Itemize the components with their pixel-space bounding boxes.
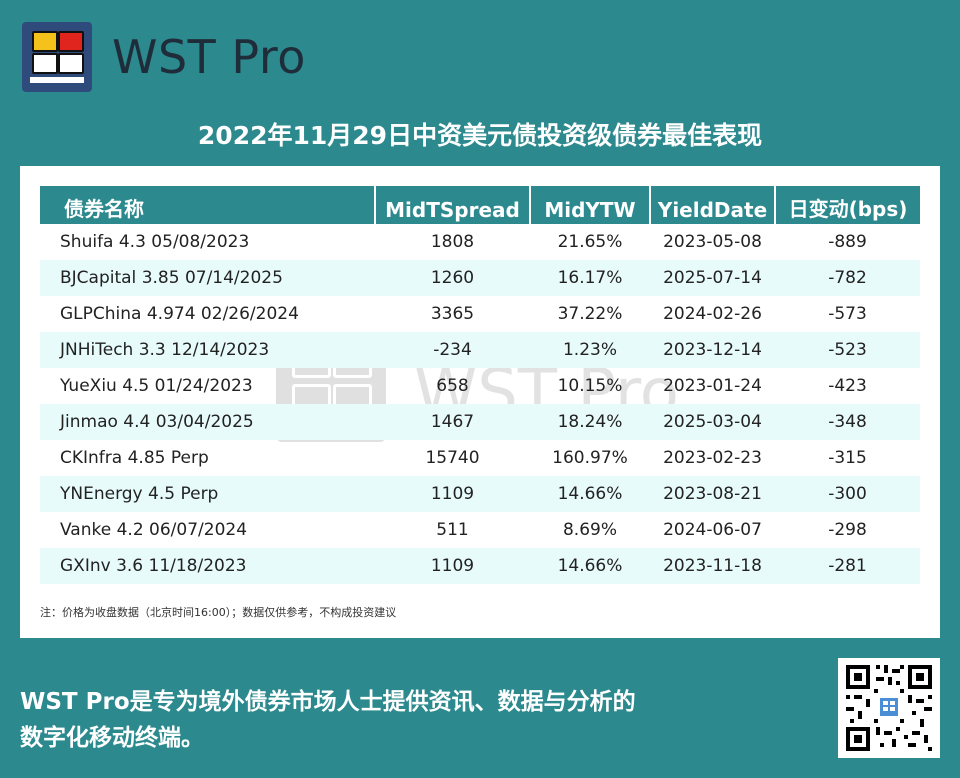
yield-date-cell: 2023-01-24 [663, 376, 762, 396]
mid-ytw-cell: 10.15% [557, 376, 623, 396]
column-header-bond-name: 债券名称 [40, 186, 375, 224]
mid-ytw-cell: 8.69% [562, 520, 617, 540]
mid-ytw-cell: 16.17% [530, 260, 650, 296]
table-row: BJCapital 3.85 07/14/2025 1260 16.17% 20… [40, 260, 920, 296]
daily-change-cell: -298 [828, 520, 867, 540]
mid-ytw-cell: 160.97% [552, 448, 628, 468]
logo-white-square [32, 53, 58, 74]
logo-base-bar [30, 77, 84, 83]
bond-name-cell: YNEnergy 4.5 Perp [40, 476, 375, 512]
bond-name-cell: GXInv 3.6 11/18/2023 [40, 548, 375, 584]
mid-ytw-cell: 21.65% [557, 232, 623, 252]
yield-date-cell: 2023-08-21 [650, 476, 775, 512]
bond-name-cell: GLPChina 4.974 02/26/2024 [60, 304, 299, 324]
mid-t-spread-cell: 1808 [430, 232, 475, 252]
mid-t-spread-cell: 1467 [375, 404, 530, 440]
table-header-row: 债券名称 MidTSpread MidYTW YieldDate 日变动(bps… [40, 186, 920, 224]
yield-date-cell: 2025-03-04 [650, 404, 775, 440]
mid-t-spread-cell: 511 [436, 520, 469, 540]
brand-name: WST Pro [112, 30, 306, 84]
bond-name-cell: JNHiTech 3.3 12/14/2023 [40, 332, 375, 368]
wst-logo-icon [22, 22, 92, 92]
mid-ytw-cell: 14.66% [530, 476, 650, 512]
qr-code-icon [838, 658, 940, 758]
tagline-line-2: 数字化移动终端。 [20, 725, 204, 751]
logo-red-square [58, 31, 84, 52]
bond-performance-table: 债券名称 MidTSpread MidYTW YieldDate 日变动(bps… [40, 186, 920, 584]
yield-date-cell: 2024-02-26 [663, 304, 762, 324]
daily-change-cell: -300 [775, 476, 920, 512]
tagline: WST Pro是专为境外债券市场人士提供资讯、数据与分析的 数字化移动终端。 [20, 684, 800, 756]
column-header-daily-change: 日变动(bps) [774, 186, 920, 224]
yield-date-cell: 2023-11-18 [650, 548, 775, 584]
daily-change-cell: -573 [828, 304, 867, 324]
yield-date-cell: 2025-07-14 [650, 260, 775, 296]
logo-yellow-square [32, 31, 58, 52]
table-row: GLPChina 4.974 02/26/2024 3365 37.22% 20… [40, 296, 920, 332]
qr-code-graphic [838, 658, 940, 758]
mid-ytw-cell: 1.23% [530, 332, 650, 368]
column-header-yield-date: YieldDate [649, 186, 775, 224]
bond-name-cell: Jinmao 4.4 03/04/2025 [40, 404, 375, 440]
mid-ytw-cell: 18.24% [530, 404, 650, 440]
yield-date-cell: 2023-05-08 [663, 232, 762, 252]
table-row: GXInv 3.6 11/18/2023 1109 14.66% 2023-11… [40, 548, 920, 584]
mid-t-spread-cell: 1109 [375, 476, 530, 512]
page-title: 2022年11月29日中资美元债投资级债券最佳表现 [197, 121, 763, 150]
column-header-mid-t-spread: MidTSpread [374, 186, 530, 224]
daily-change-cell: -315 [828, 448, 867, 468]
table-row: Vanke 4.2 06/07/2024 511 8.69% 2024-06-0… [40, 512, 920, 548]
table-row: YNEnergy 4.5 Perp 1109 14.66% 2023-08-21… [40, 476, 920, 512]
bond-name-cell: YueXiu 4.5 01/24/2023 [60, 376, 253, 396]
table-row: Shuifa 4.3 05/08/2023 1808 21.65% 2023-0… [40, 224, 920, 260]
mid-t-spread-cell: 3365 [430, 304, 475, 324]
mid-t-spread-cell: 1109 [375, 548, 530, 584]
yield-date-cell: 2023-12-14 [650, 332, 775, 368]
mid-ytw-cell: 37.22% [557, 304, 623, 324]
tagline-line-1: WST Pro是专为境外债券市场人士提供资讯、数据与分析的 [20, 689, 636, 715]
mid-ytw-cell: 14.66% [530, 548, 650, 584]
daily-change-cell: -348 [775, 404, 920, 440]
bond-name-cell: Shuifa 4.3 05/08/2023 [60, 232, 250, 252]
daily-change-cell: -523 [775, 332, 920, 368]
daily-change-cell: -423 [828, 376, 867, 396]
table-row: CKInfra 4.85 Perp 15740 160.97% 2023-02-… [40, 440, 920, 476]
table-row: Jinmao 4.4 03/04/2025 1467 18.24% 2025-0… [40, 404, 920, 440]
daily-change-cell: -281 [775, 548, 920, 584]
bond-name-cell: BJCapital 3.85 07/14/2025 [40, 260, 375, 296]
table-row: YueXiu 4.5 01/24/2023 658 10.15% 2023-01… [40, 368, 920, 404]
bond-name-cell: CKInfra 4.85 Perp [60, 448, 209, 468]
yield-date-cell: 2024-06-07 [663, 520, 762, 540]
daily-change-cell: -782 [775, 260, 920, 296]
daily-change-cell: -889 [828, 232, 867, 252]
table-row: JNHiTech 3.3 12/14/2023 -234 1.23% 2023-… [40, 332, 920, 368]
column-header-mid-ytw: MidYTW [529, 186, 650, 224]
logo-white-square [58, 53, 84, 74]
mid-t-spread-cell: 15740 [425, 448, 480, 468]
mid-t-spread-cell: 658 [436, 376, 469, 396]
mid-t-spread-cell: 1260 [375, 260, 530, 296]
bond-name-cell: Vanke 4.2 06/07/2024 [60, 520, 248, 540]
disclaimer-note: 注：价格为收盘数据（北京时间16:00）；数据仅供参考，不构成投资建议 [40, 606, 397, 619]
yield-date-cell: 2023-02-23 [663, 448, 762, 468]
mid-t-spread-cell: -234 [375, 332, 530, 368]
